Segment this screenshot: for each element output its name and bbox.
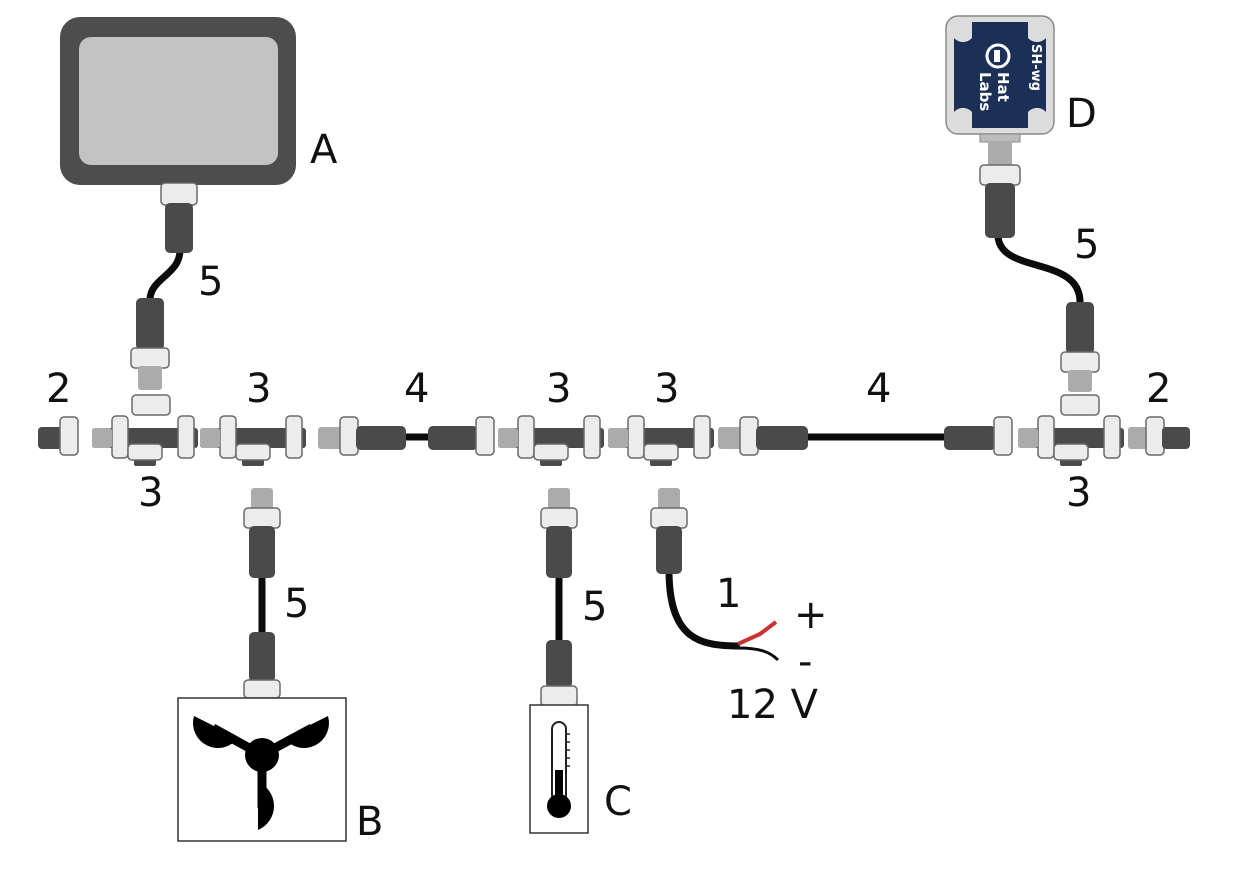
tee-connector-2 <box>199 415 307 467</box>
label-tee-top-1: 3 <box>246 366 271 412</box>
label-device-c: C <box>604 779 632 825</box>
drop-cable-a <box>146 249 184 301</box>
device-d-model-label: SH-wg <box>1028 44 1043 91</box>
wind-sensor-device-b <box>177 632 347 842</box>
label-minus: - <box>798 639 812 685</box>
label-power-cable: 1 <box>716 571 741 617</box>
terminator-left <box>38 416 79 456</box>
label-plus: + <box>794 592 828 638</box>
gateway-device-d: Hat Labs SH-wg <box>945 15 1055 238</box>
device-d-brand-line1: Hat <box>994 72 1012 102</box>
drop-connector-c-top <box>540 488 578 578</box>
label-drop-a: 5 <box>198 259 223 305</box>
label-backbone-right: 4 <box>866 366 891 412</box>
label-backbone-left: 4 <box>404 366 429 412</box>
tee-connector-3 <box>497 415 605 467</box>
wire-negative <box>737 646 780 662</box>
anemometer-icon <box>193 716 329 830</box>
label-tee-top-2: 3 <box>546 366 571 412</box>
connector-a-lower <box>130 298 170 390</box>
drop-cable-d <box>994 235 1084 305</box>
connector-d-lower <box>1060 302 1100 392</box>
power-cable <box>665 569 741 650</box>
power-connector-top <box>650 488 688 574</box>
backbone-right-ends <box>718 416 1013 456</box>
label-voltage: 12 V <box>727 682 819 728</box>
label-drop-b: 5 <box>284 581 309 627</box>
tee-connector-1 <box>91 415 199 467</box>
wire-positive <box>737 620 778 646</box>
label-drop-c: 5 <box>582 584 607 630</box>
backbone-left-ends <box>318 416 495 456</box>
label-tee-top-3: 3 <box>654 366 679 412</box>
temperature-sensor-device-c <box>529 640 589 834</box>
tee-5-top-nut <box>1060 394 1100 416</box>
display-device-a <box>60 17 296 253</box>
label-device-b: B <box>356 799 383 845</box>
terminator-right <box>1128 416 1190 456</box>
label-tee-bottom-1: 3 <box>138 470 163 516</box>
tee-1-top-nut <box>131 394 171 416</box>
label-device-d: D <box>1066 91 1097 137</box>
label-terminator-left: 2 <box>46 366 71 412</box>
drop-connector-b-top <box>243 488 281 578</box>
label-terminator-right: 2 <box>1146 366 1171 412</box>
label-device-a: A <box>310 127 338 173</box>
tee-connector-4 <box>607 415 715 467</box>
thermometer-icon <box>547 721 571 818</box>
device-d-brand-line2: Labs <box>976 72 994 111</box>
label-drop-d: 5 <box>1074 222 1099 268</box>
tee-connector-5 <box>1017 415 1125 467</box>
label-tee-bottom-2: 3 <box>1066 470 1091 516</box>
